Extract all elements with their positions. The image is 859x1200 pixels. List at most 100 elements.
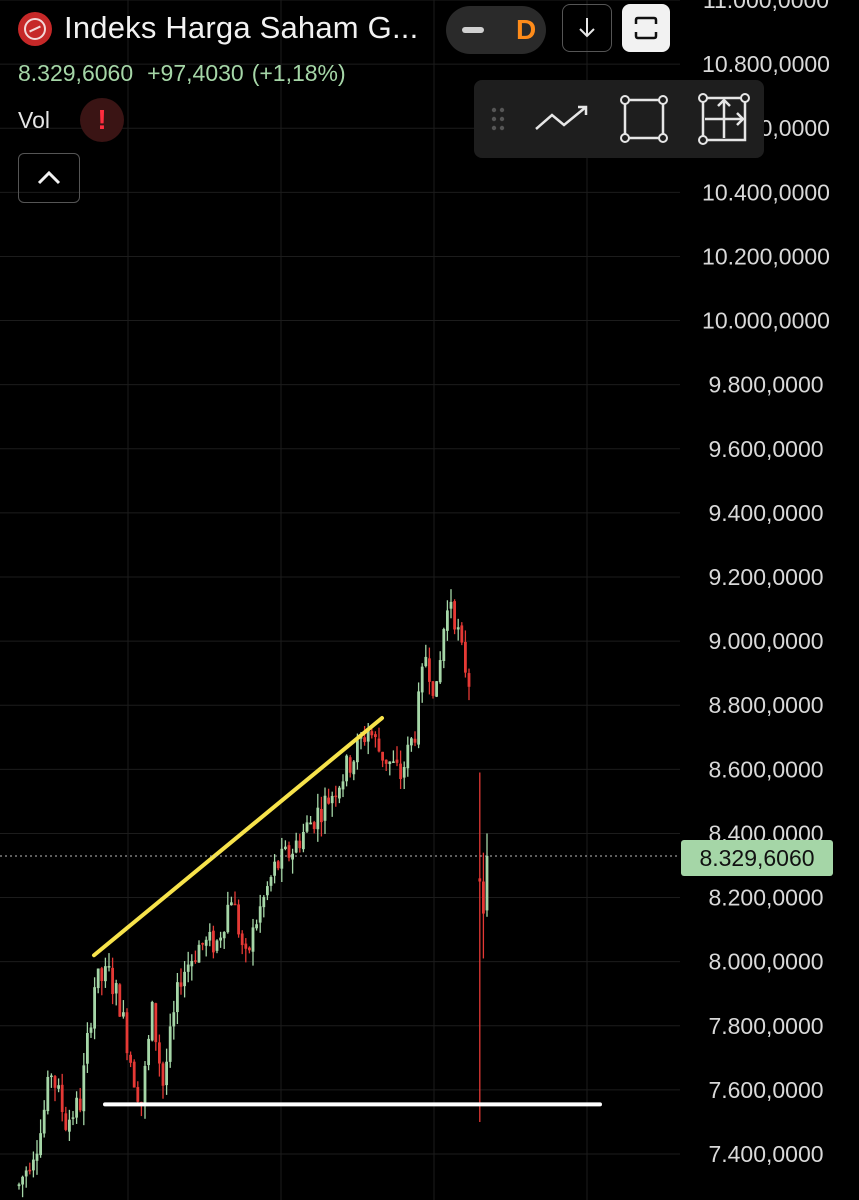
trend-line-icon — [535, 105, 588, 130]
candle-body — [104, 966, 107, 982]
candle-body — [276, 861, 280, 869]
y-tick-label: 7.600,0000 — [708, 1077, 823, 1103]
candle-body — [428, 658, 431, 682]
collapse-legend-button[interactable] — [18, 153, 80, 203]
candle-body — [298, 840, 302, 849]
candle-body — [89, 1027, 93, 1033]
drawing-toolbar[interactable] — [474, 80, 764, 158]
candle-body — [176, 982, 179, 1013]
candle-body — [197, 944, 201, 963]
candle-body — [125, 1012, 129, 1054]
candle-body — [399, 763, 402, 780]
y-tick-label: 10.400,0000 — [702, 179, 830, 205]
candle-body — [172, 1012, 176, 1027]
candle-body — [215, 940, 219, 951]
candle-body — [111, 967, 114, 995]
warning-icon[interactable]: ! — [79, 98, 124, 142]
timeframe-label[interactable]: D — [516, 14, 537, 45]
candle-body — [413, 738, 417, 743]
candle-body — [168, 1026, 172, 1062]
candle-body — [122, 1012, 125, 1017]
y-tick-label: 11.000,0000 — [703, 0, 829, 13]
candle-body — [266, 886, 269, 896]
candle-body — [230, 902, 233, 906]
candle-body — [226, 904, 230, 933]
candle-body — [150, 1001, 154, 1041]
candle-body — [60, 1084, 64, 1112]
candle-body — [482, 881, 485, 914]
candle-body — [456, 627, 460, 630]
fullscreen-button[interactable] — [622, 4, 670, 52]
trend-line-tool[interactable] — [532, 92, 592, 146]
candle-body — [284, 846, 287, 850]
candle-body — [244, 943, 248, 949]
candle-body — [334, 795, 338, 798]
measure-icon — [698, 93, 750, 145]
candle-body — [194, 960, 197, 962]
candle-body — [377, 738, 381, 752]
candle-body — [255, 924, 258, 929]
minus-icon[interactable] — [462, 27, 484, 33]
candle-body — [352, 761, 356, 775]
candle-body — [345, 755, 348, 782]
measure-tool[interactable] — [694, 92, 754, 146]
candle-body — [248, 947, 251, 951]
candle-body — [24, 1170, 28, 1177]
candle-body — [287, 845, 291, 858]
candle-body — [384, 759, 388, 764]
symbol-title[interactable]: Indeks Harga Saham G... — [64, 10, 419, 45]
candle-body — [338, 787, 341, 799]
candle-body — [269, 877, 273, 886]
candle-body — [309, 822, 312, 825]
fullscreen-icon — [634, 16, 658, 40]
candle-body — [35, 1153, 39, 1161]
chevron-up-icon — [37, 170, 61, 185]
arrow-down-icon — [579, 18, 595, 38]
candle-body — [32, 1159, 35, 1171]
candle-body — [154, 1003, 158, 1043]
candle-body — [57, 1085, 60, 1089]
candle-body — [219, 937, 222, 941]
candle-body — [96, 968, 100, 989]
candle-body — [294, 840, 298, 853]
candle-body — [467, 673, 471, 687]
timeframe-pill[interactable]: D — [446, 6, 546, 54]
candle-body — [316, 807, 320, 830]
candle-body — [222, 932, 226, 939]
rectangle-tool[interactable] — [614, 92, 674, 146]
volume-indicator-row[interactable]: Vol ! — [18, 98, 124, 142]
candle-body — [28, 1169, 32, 1172]
y-tick-label: 9.000,0000 — [708, 628, 823, 654]
drag-handle-icon[interactable] — [478, 92, 518, 146]
candle-body — [71, 1117, 75, 1119]
candle-body — [478, 878, 482, 882]
candle-body — [161, 1063, 165, 1086]
y-tick-label: 9.200,0000 — [708, 564, 823, 590]
candle-body — [183, 971, 186, 987]
download-button[interactable] — [562, 4, 612, 52]
candle-body — [179, 982, 183, 987]
y-axis: 11.000,000010.800,000010.600,000010.400,… — [702, 0, 830, 1167]
candles — [17, 589, 489, 1198]
candle-body — [460, 625, 464, 643]
y-tick-label: 7.800,0000 — [708, 1013, 823, 1039]
candle-body — [291, 853, 294, 860]
candle-body — [464, 641, 467, 673]
candle-body — [240, 933, 244, 946]
candle-body — [39, 1133, 42, 1156]
candle-body — [302, 832, 305, 850]
y-tick-label: 7.400,0000 — [708, 1141, 823, 1167]
candle-body — [82, 1065, 86, 1112]
chart-grid — [0, 0, 680, 1200]
candle-body — [21, 1176, 24, 1185]
candle-body — [46, 1076, 50, 1112]
candle-body — [190, 960, 194, 967]
candle-body — [50, 1075, 53, 1078]
candle-body — [341, 781, 345, 790]
candle-body — [442, 629, 446, 662]
candle-body — [143, 1065, 147, 1106]
candle-body — [374, 734, 377, 738]
candle-body — [165, 1061, 168, 1086]
candle-body — [17, 1184, 21, 1187]
